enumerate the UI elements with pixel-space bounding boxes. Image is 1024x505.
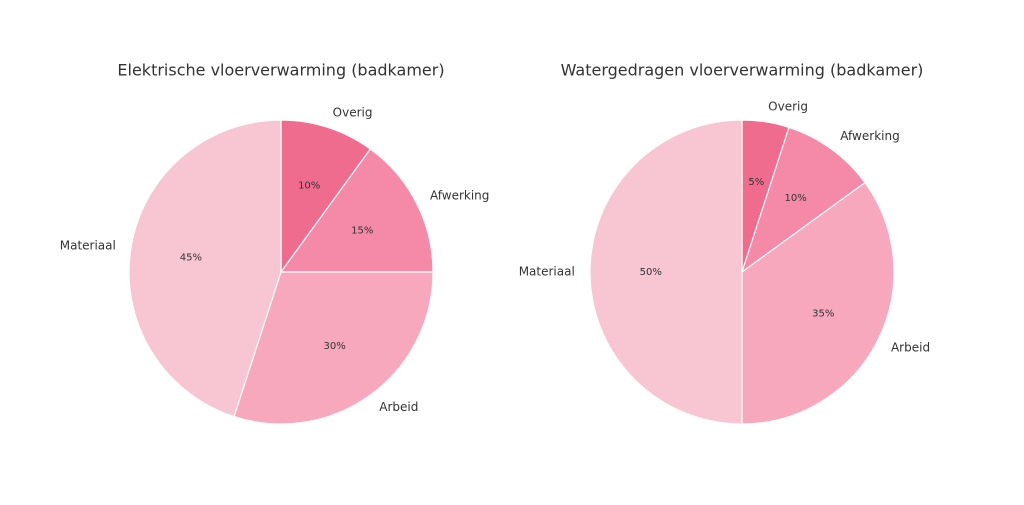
pie-slice [279, 148, 434, 273]
value-label: 10% [784, 193, 806, 204]
slice-label: Afwerking [840, 129, 899, 143]
value-label: 50% [640, 267, 662, 278]
pie-slice [128, 119, 282, 418]
value-label: 5% [748, 177, 764, 188]
slice-label: Arbeid [379, 400, 418, 414]
pie-slice [233, 271, 434, 425]
pie-slice [740, 126, 866, 274]
pie-slice [280, 119, 372, 274]
slice-label: Afwerking [430, 189, 489, 203]
value-label: 15% [351, 226, 373, 237]
chart-title: Watergedragen vloerverwarming (badkamer) [561, 61, 924, 80]
chart-title: Elektrische vloerverwarming (badkamer) [117, 61, 444, 80]
pie-slice [589, 119, 743, 425]
slice-label: Materiaal [519, 265, 575, 279]
value-label: 35% [812, 308, 834, 319]
value-label: 10% [298, 180, 320, 191]
slice-label: Overig [333, 105, 373, 119]
slice-label: Materiaal [60, 238, 116, 252]
value-label: 45% [180, 253, 202, 264]
slice-label: Arbeid [891, 340, 930, 354]
value-label: 30% [323, 341, 345, 352]
pie-slice [741, 181, 895, 425]
slice-label: Overig [768, 99, 808, 113]
